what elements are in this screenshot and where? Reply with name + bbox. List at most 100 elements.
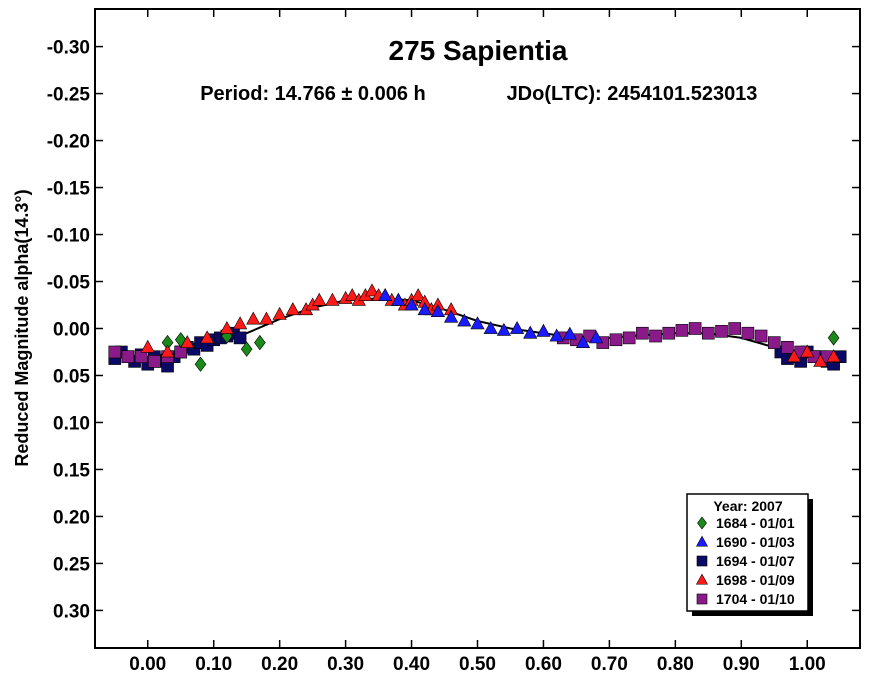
data-point — [364, 283, 380, 297]
data-point — [813, 353, 828, 367]
legend-marker — [695, 573, 709, 585]
data-point — [754, 329, 768, 343]
legend-entry-label: 1684 - 01/01 — [716, 515, 795, 531]
data-point — [233, 331, 247, 345]
data-point — [254, 334, 266, 351]
data-point — [800, 344, 815, 358]
legend-entry-label: 1704 - 01/10 — [716, 591, 795, 607]
data-point — [741, 326, 755, 340]
data-point — [160, 344, 175, 358]
data-point — [219, 320, 235, 334]
data-point — [345, 288, 360, 302]
chart-title: 275 Sapientia — [389, 35, 568, 66]
y-tick-label: 0.25 — [53, 554, 90, 575]
data-point — [285, 302, 300, 316]
y-tick-label: 0.10 — [53, 413, 90, 434]
data-point — [430, 304, 446, 317]
data-point — [523, 325, 538, 339]
data-point — [483, 320, 498, 334]
legend-entry-label: 1690 - 01/03 — [716, 534, 795, 550]
x-tick-label: 0.60 — [525, 654, 562, 675]
legend-title: Year: 2007 — [713, 498, 782, 514]
data-point — [200, 330, 215, 344]
x-tick-label: 0.20 — [261, 654, 298, 675]
y-tick-label: -0.15 — [47, 179, 91, 200]
data-point — [246, 311, 261, 325]
data-point — [562, 326, 577, 340]
data-point — [702, 326, 715, 340]
y-tick-label: -0.30 — [47, 38, 90, 59]
chart-subtitle-epoch: JDo(LTC): 2454101.523013 — [507, 83, 758, 105]
y-tick-label: 0.15 — [53, 460, 90, 481]
y-tick-label: -0.10 — [47, 226, 90, 247]
data-point — [536, 323, 551, 337]
data-point — [728, 322, 741, 335]
data-point — [134, 350, 148, 363]
x-tick-label: 0.50 — [459, 654, 496, 675]
y-tick-label: 0.30 — [53, 601, 90, 622]
y-axis: -0.30 -0.25 -0.20 -0.15 -0.10 -0.05 0.00 0.05 0.… — [47, 38, 860, 622]
x-tick-label: 0.80 — [657, 654, 694, 675]
legend-marker — [696, 555, 708, 567]
legend-entries: 1684 - 01/01 1690 - 01/03 1694 - 01/07 1698… — [695, 515, 795, 607]
data-point — [108, 345, 122, 359]
data-point — [404, 297, 419, 311]
data-point — [312, 292, 327, 306]
data-point — [391, 292, 406, 306]
y-tick-label: -0.05 — [47, 273, 91, 294]
legend-marker — [696, 593, 708, 605]
data-point — [509, 320, 525, 334]
data-point — [378, 288, 393, 302]
data-point — [649, 329, 662, 343]
data-point — [826, 349, 841, 363]
data-point — [140, 339, 155, 353]
data-point — [232, 316, 248, 330]
data-point — [444, 309, 459, 323]
data-point — [549, 328, 564, 342]
data-point — [496, 322, 511, 336]
data-point — [589, 330, 604, 344]
y-tick-label: 0.05 — [53, 366, 90, 387]
data-point — [240, 341, 253, 357]
y-tick-label: 0.00 — [53, 320, 90, 341]
data-point — [411, 288, 426, 302]
data-point — [575, 335, 591, 348]
data-point — [470, 316, 485, 330]
y-axis-label: Reduced Magnitude alpha(14.3°) — [12, 189, 32, 466]
legend-entry-label: 1698 - 01/09 — [716, 572, 795, 588]
x-tick-label: 0.30 — [327, 654, 364, 675]
legend-entry-label: 1694 - 01/07 — [716, 553, 795, 569]
data-point — [662, 326, 676, 340]
data-point — [827, 330, 840, 346]
legend-marker — [697, 516, 707, 530]
chart-subtitle-period: Period: 14.766 ± 0.006 h — [200, 83, 426, 105]
data-point — [325, 292, 340, 306]
data-point — [622, 331, 636, 345]
data-point — [121, 350, 135, 363]
data-point — [767, 336, 781, 349]
legend: Year: 2007 1684 - 01/01 1690 - 01/03 1694 … — [686, 493, 813, 616]
data-point — [609, 333, 623, 347]
data-point — [417, 302, 432, 316]
data-point — [715, 325, 728, 338]
x-tick-label: 0.90 — [723, 654, 760, 675]
data-point — [457, 313, 472, 327]
legend-marker — [695, 535, 709, 547]
data-point — [675, 324, 689, 337]
data-point — [194, 356, 207, 372]
data-point — [636, 326, 649, 340]
x-tick-label: 0.00 — [129, 654, 166, 675]
x-tick-label: 1.00 — [789, 654, 826, 675]
y-tick-label: -0.20 — [47, 132, 90, 153]
y-tick-label: 0.20 — [53, 507, 90, 528]
data-point — [259, 311, 274, 325]
data-point — [180, 335, 195, 348]
x-tick-label: 0.40 — [393, 654, 430, 675]
data-point — [786, 349, 802, 363]
legend-box — [686, 493, 809, 612]
data-point — [272, 306, 287, 320]
x-axis: 0.00 0.10 0.20 0.30 0.40 0.50 0.60 0.70 0.80 0.90… — [129, 9, 826, 675]
data-point — [781, 340, 794, 354]
data-points — [108, 283, 847, 373]
